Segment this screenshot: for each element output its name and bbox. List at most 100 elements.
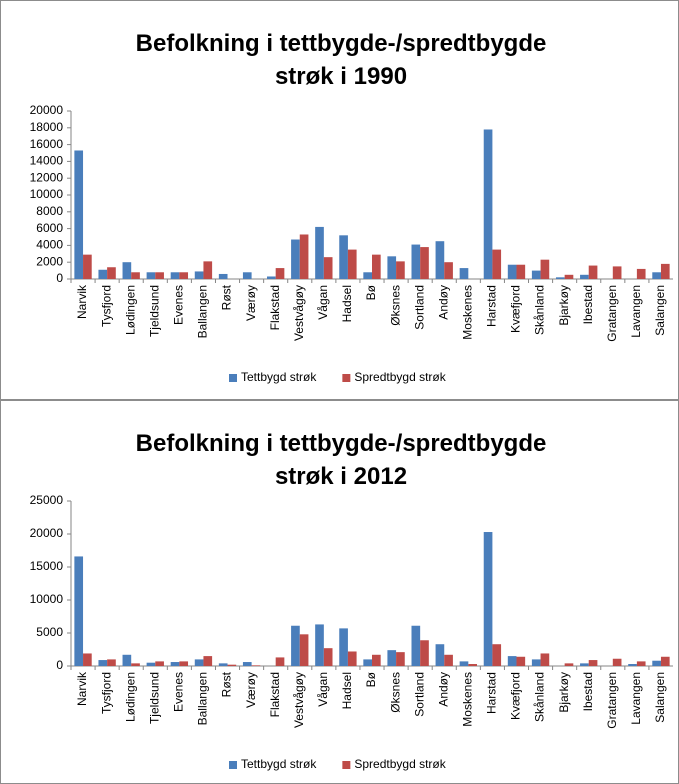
x-tick-label: Flakstad [268, 672, 282, 717]
x-tick-label: Øksnes [388, 285, 402, 326]
bar [179, 661, 189, 666]
y-tick-label: 18000 [30, 120, 64, 134]
bar [492, 644, 502, 666]
bar [299, 634, 309, 666]
bar [459, 661, 469, 666]
bar [372, 654, 381, 666]
bar [444, 654, 453, 666]
bar [203, 656, 213, 666]
bar [612, 658, 622, 666]
bar [411, 244, 421, 279]
bar [291, 239, 300, 279]
bar [363, 272, 372, 279]
bar [580, 274, 589, 279]
x-tick-label: Tjeldsund [147, 285, 161, 337]
bar [170, 662, 180, 666]
x-tick-label: Lødingen [123, 672, 137, 722]
bar [387, 650, 397, 666]
bar [420, 640, 429, 666]
legend-swatch [229, 374, 237, 382]
x-tick-label: Hadsel [340, 672, 354, 709]
x-tick-label: Tjeldsund [147, 672, 161, 724]
x-tick-label: Kvæfjord [509, 672, 523, 720]
bar [98, 269, 108, 279]
x-tick-label: Bjarkøy [557, 285, 571, 326]
x-tick-label: Skånland [533, 285, 547, 335]
bar [131, 663, 140, 666]
bar [435, 241, 445, 279]
legend-swatch [229, 761, 237, 769]
x-tick-label: Værøy [244, 285, 258, 321]
x-tick-label: Gratangen [605, 672, 619, 729]
y-tick-label: 0 [56, 658, 63, 672]
x-tick-label: Tysfjord [99, 672, 113, 714]
bar [83, 653, 92, 666]
x-tick-label: Værøy [244, 672, 258, 708]
bar [483, 129, 493, 279]
y-tick-label: 15000 [30, 559, 64, 573]
legend-label: Tettbygd strøk [241, 370, 317, 384]
x-tick-label: Flakstad [268, 285, 282, 330]
bar [155, 272, 164, 279]
bar [636, 268, 646, 279]
x-tick-label: Harstad [485, 672, 499, 714]
bar [507, 656, 517, 666]
bar [531, 659, 541, 666]
bar [146, 272, 156, 279]
bar [540, 259, 550, 279]
bar [483, 532, 493, 666]
y-tick-label: 16000 [30, 137, 64, 151]
bar [660, 656, 670, 666]
bar [315, 226, 324, 279]
bar [372, 254, 381, 279]
bar [435, 644, 445, 666]
bar [396, 261, 405, 279]
x-tick-label: Bjarkøy [557, 672, 571, 713]
x-tick-label: Skånland [533, 672, 547, 722]
bar [194, 271, 204, 279]
bar [339, 628, 348, 666]
bar [507, 264, 517, 279]
x-tick-label: Salangen [653, 672, 667, 723]
x-tick-label: Øksnes [388, 672, 402, 713]
bar [564, 663, 574, 666]
bar [107, 659, 116, 666]
bar [531, 270, 541, 279]
bar [179, 272, 189, 279]
bar [323, 257, 333, 279]
bar [170, 272, 180, 279]
bar [564, 274, 574, 279]
x-tick-label: Sortland [412, 672, 426, 717]
x-tick-label: Moskenes [460, 672, 474, 727]
x-tick-label: Andøy [436, 285, 450, 320]
x-tick-label: Bø [364, 671, 378, 687]
y-tick-label: 25000 [30, 493, 64, 507]
y-tick-label: 20000 [30, 103, 64, 117]
chart: 0 2000 4000 6000 8000 10000 12000 14000 16000 180… [30, 103, 673, 384]
bar [194, 659, 204, 666]
y-tick-label: 8000 [36, 204, 63, 218]
chart-title: Befolkning i tettbygde-/spredtbygde strø… [135, 30, 547, 90]
x-tick-label: Evenes [172, 285, 186, 325]
legend-swatch [342, 761, 351, 769]
bar [468, 664, 477, 666]
bar [420, 247, 429, 279]
x-tick-label: Bø [364, 284, 378, 300]
y-tick-label: 5000 [36, 625, 63, 639]
x-tick-label: Harstad [485, 285, 499, 327]
bar [347, 249, 357, 279]
bar [242, 272, 252, 279]
x-tick-label: Kvæfjord [509, 285, 523, 333]
bar [242, 662, 252, 666]
y-tick-label: 10000 [30, 592, 64, 606]
x-tick-label: Tysfjord [99, 285, 113, 327]
x-tick-label: Moskenes [460, 285, 474, 340]
bar [122, 262, 132, 279]
x-tick-label: Hadsel [340, 285, 354, 322]
bar [218, 663, 228, 666]
bar [660, 263, 670, 279]
x-tick-label: Ibestad [581, 285, 595, 324]
bar [363, 659, 372, 666]
x-tick-label: Røst [220, 671, 234, 697]
